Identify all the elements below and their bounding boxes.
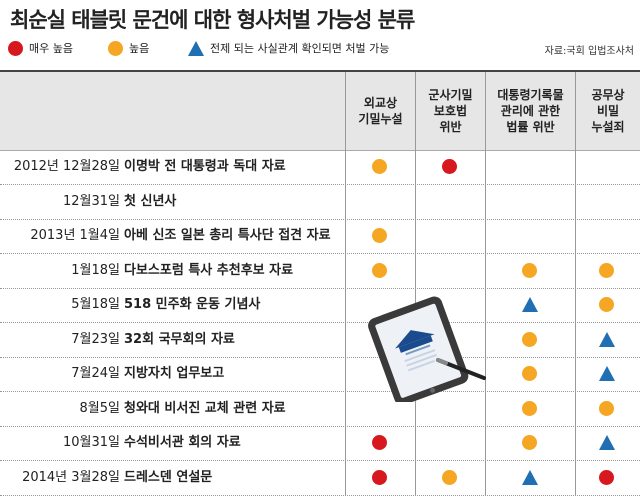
red-dot-icon [372, 469, 387, 485]
page-title: 최순실 태블릿 문건에 대한 형사처벌 가능성 분류 [10, 8, 415, 32]
row-document-title: 수석비서관 회의 자료 [124, 435, 241, 450]
table-row: 8월5일 청와대 비서진 교체 관련 자료 [0, 392, 640, 427]
column-divider [485, 72, 486, 495]
table-row: 1월18일 다보스포럼 특사 추천후보 자료 [0, 254, 640, 289]
legend-very-high: 매우 높음 [8, 40, 73, 56]
legend-conditional-label: 전제 되는 사실관계 확인되면 처벌 가능 [210, 42, 390, 55]
blue-triangle-icon [599, 366, 615, 381]
row-date: 2014년 3월28일 [22, 469, 120, 485]
legend-high-label: 높음 [129, 42, 150, 55]
red-dot-icon [442, 159, 457, 174]
red-dot-icon [599, 469, 614, 485]
row-document-title: 32회 국무회의 자료 [124, 331, 235, 347]
column-header-military-secret: 군사기밀 보호법 위반 [415, 72, 485, 150]
table-row: 10월31일 수석비서관 회의 자료 [0, 426, 640, 461]
row-document-title: 518 민주화 운동 기념사 [124, 297, 261, 312]
row-document-title: 드레스덴 연설문 [124, 469, 213, 485]
legend-conditional: 전제 되는 사실관계 확인되면 처벌 가능 [188, 40, 389, 56]
orange-dot-icon [522, 400, 537, 416]
row-date: 10월31일 [62, 435, 120, 450]
table-row: 2013년 1월4일 아베 신조 일본 총리 특사단 접견 자료 [0, 219, 640, 254]
row-date: 2012년 12월28일 [13, 159, 120, 174]
tablet-illustration-icon [368, 296, 486, 402]
row-date: 1월18일 [71, 262, 120, 278]
row-date: 7월23일 [71, 331, 120, 347]
column-header-presidential-records: 대통령기록물 관리에 관한 법률 위반 [485, 72, 575, 150]
orange-dot-icon [599, 400, 614, 416]
blue-triangle-icon [522, 297, 538, 312]
blue-triangle-icon [599, 331, 615, 347]
table-row: 12월31일 첫 신년사 [0, 185, 640, 220]
row-document-title: 아베 신조 일본 총리 특사단 접견 자료 [124, 228, 331, 243]
table-header: 외교상 기밀누설 군사기밀 보호법 위반 대통령기록물 관리에 관한 법률 위반… [0, 72, 640, 151]
red-dot-icon [372, 435, 387, 450]
orange-dot-icon [372, 159, 387, 174]
orange-dot-icon [442, 469, 457, 485]
blue-triangle-icon [522, 469, 538, 485]
legend: 매우 높음 높음 전제 되는 사실관계 확인되면 처벌 가능 자료:국회 입법조… [8, 40, 638, 58]
red-dot-icon [8, 40, 23, 56]
classification-table: 외교상 기밀누설 군사기밀 보호법 위반 대통령기록물 관리에 관한 법률 위반… [0, 70, 640, 496]
row-date: 8월5일 [79, 400, 120, 416]
orange-dot-icon [522, 366, 537, 381]
orange-dot-icon [599, 297, 614, 312]
row-date: 12월31일 [62, 193, 120, 209]
table-row: 2014년 3월28일 드레스덴 연설문 [0, 461, 640, 496]
row-document-title: 첫 신년사 [124, 193, 177, 209]
row-document-title: 청와대 비서진 교체 관련 자료 [124, 400, 286, 416]
orange-dot-icon [522, 262, 537, 278]
column-divider [575, 72, 576, 495]
blue-triangle-icon [599, 435, 615, 450]
row-document-title: 다보스포럼 특사 추천후보 자료 [124, 262, 294, 278]
orange-dot-icon [372, 262, 387, 278]
orange-dot-icon [599, 262, 614, 278]
table-row: 7월23일 32회 국무회의 자료 [0, 323, 640, 358]
row-date: 5월18일 [71, 297, 120, 312]
row-date: 2013년 1월4일 [30, 228, 120, 243]
orange-dot-icon [372, 228, 387, 243]
table-row: 5월18일 518 민주화 운동 기념사 [0, 288, 640, 323]
legend-high: 높음 [108, 40, 149, 56]
orange-dot-icon [108, 40, 123, 56]
blue-triangle-icon [188, 40, 204, 56]
orange-dot-icon [522, 331, 537, 347]
row-date: 7월24일 [71, 366, 120, 381]
row-document-title: 지방자치 업무보고 [124, 366, 225, 381]
column-header-official-secret: 공무상 비밀 누설죄 [575, 72, 640, 150]
table-row: 2012년 12월28일 이명박 전 대통령과 독대 자료 [0, 150, 640, 185]
table-row: 7월24일 지방자치 업무보고 [0, 357, 640, 392]
column-divider [415, 72, 416, 495]
orange-dot-icon [522, 435, 537, 450]
legend-very-high-label: 매우 높음 [29, 42, 73, 55]
row-document-title: 이명박 전 대통령과 독대 자료 [124, 159, 286, 174]
column-divider [345, 72, 346, 495]
source-note: 자료:국회 입법조사처 [544, 46, 634, 57]
column-header-diplomatic-leak: 외교상 기밀누설 [345, 72, 415, 150]
